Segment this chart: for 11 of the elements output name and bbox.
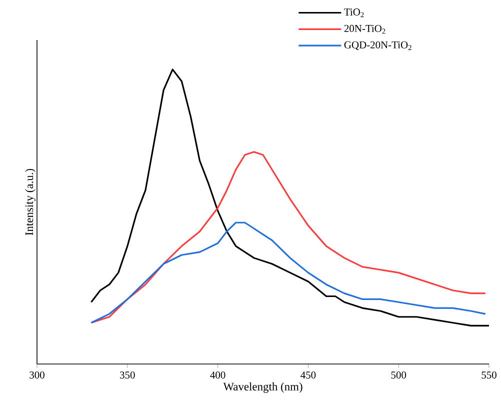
x-tick-label: 450 <box>300 372 316 379</box>
legend-label: 20N-TiO$_{2}$ <box>344 24 386 34</box>
y-axis-title: Intensity (a.u.) <box>25 168 36 236</box>
legend-label: GQD-20N-TiO$_{2}$ <box>344 41 412 50</box>
x-tick-label: 300 <box>30 372 44 379</box>
x-tick-label: 400 <box>210 372 226 379</box>
x-tick-label: 350 <box>120 372 135 379</box>
x-axis-title: Wavelength (nm) <box>223 382 302 393</box>
legend-label: TiO$_{2}$ <box>344 8 364 18</box>
x-tick-label: 550 <box>482 372 496 379</box>
x-tick-label: 500 <box>391 372 406 379</box>
